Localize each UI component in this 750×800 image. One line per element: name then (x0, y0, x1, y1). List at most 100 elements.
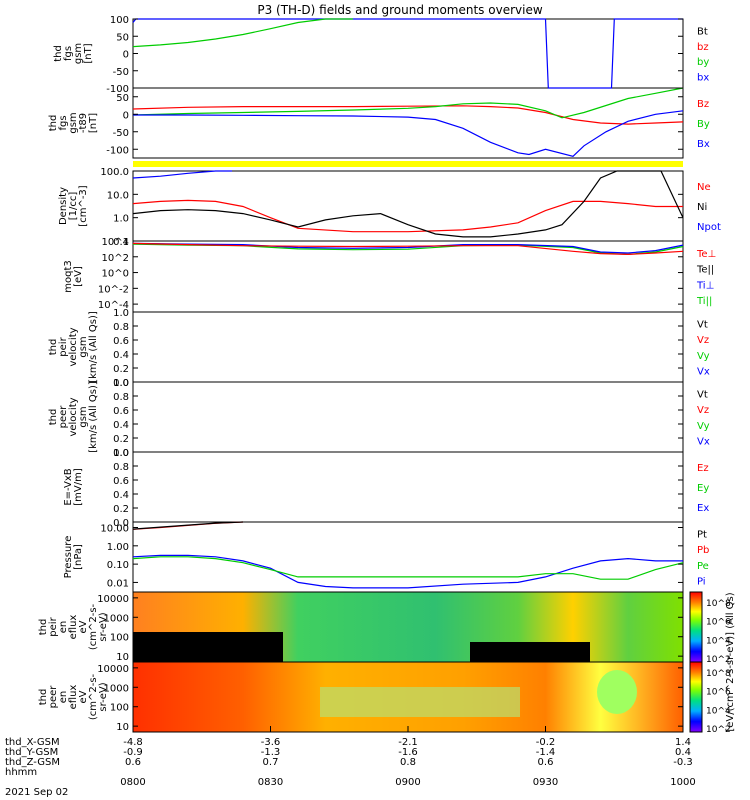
y-label-line: fgs (63, 46, 74, 61)
legend-entry: Ex (697, 503, 709, 514)
y-label-line: sr-eV) (98, 682, 109, 711)
y-tick-label: 100.0 (100, 167, 129, 178)
legend-entry: Ti⊥ (696, 280, 714, 291)
y-tick-label: 1.0 (113, 448, 129, 459)
colorbar-tick-label: 10^6 (706, 688, 731, 698)
ephemeris-value: -1.4 (536, 747, 556, 758)
y-tick-label: 10^4 (102, 237, 129, 248)
legend-entry: Vt (697, 320, 708, 331)
y-tick-label: 0.0 (113, 448, 129, 459)
ephemeris-row-label: thd_Z-GSM (5, 757, 60, 768)
y-tick-label: 10 (116, 722, 129, 733)
series-line-Pi (132, 554, 683, 589)
panel-frame-fgs_gsm (132, 18, 684, 89)
y-label-line: peer (48, 685, 59, 709)
x-tick-label: 0900 (395, 777, 420, 788)
electron-spectrogram-bright-region (597, 670, 637, 714)
legend-entry: Vt (697, 390, 708, 401)
legend-entry: Vx (697, 436, 710, 447)
y-tick-label: 1.0 (113, 378, 129, 389)
y-label-line: velocity (68, 327, 79, 366)
series-line-Bz (132, 105, 684, 125)
panel-y-label: Pressure[nPa] (63, 536, 84, 579)
y-label-line: [eV] (73, 266, 84, 287)
series-line-Bx (133, 110, 684, 157)
y-tick-label: 0.0 (113, 378, 129, 389)
y-tick-label: 1.00 (107, 542, 129, 553)
quality-flag-bar (133, 161, 683, 167)
y-tick-label: -50 (113, 67, 129, 78)
y-label-line: E=-VxB (63, 468, 74, 505)
legend-entry: Vx (697, 366, 710, 377)
series-line-By (132, 87, 684, 119)
y-tick-label: 100 (110, 703, 129, 714)
series-line-bx (132, 18, 683, 89)
legend-entry: Vz (697, 405, 709, 416)
x-tick-label: 0830 (258, 777, 283, 788)
series-layer (132, 18, 684, 589)
colorbar-tick-label: 10^4 (706, 636, 731, 646)
y-label-line: [km/s (All Qs)] (88, 311, 99, 383)
y-tick-label: 0.8 (113, 462, 129, 473)
y-tick-label: 10.00 (100, 524, 129, 535)
ephemeris-value: -0.3 (673, 757, 693, 768)
y-label-line: peer (58, 405, 69, 429)
legend-entry: Pe (697, 561, 709, 572)
y-tick-label: 0.6 (113, 336, 129, 347)
y-label-line: eflux (68, 685, 79, 710)
y-label-line: gsm (78, 406, 89, 427)
legend-entry: Pi (697, 576, 706, 587)
y-tick-label: 0.10 (107, 560, 129, 571)
ephemeris-row-label: hhmm (5, 767, 37, 778)
panel-frame-electron_velocity (132, 381, 684, 453)
panel-frame-fgs_gsm_igrf (132, 87, 684, 159)
y-label-line: [nT] (88, 113, 99, 133)
legend-entry: Ti|| (696, 296, 712, 307)
y-tick-label: -50 (113, 128, 129, 139)
y-label-line: gsm (78, 336, 89, 357)
y-tick-label: 0.2 (113, 504, 129, 515)
y-tick-label: 50 (116, 32, 129, 43)
y-label-line: eV (78, 690, 89, 703)
y-tick-label: 100 (110, 15, 129, 26)
y-label-line: [mV/m] (73, 468, 84, 506)
series-line-Npot (132, 170, 232, 179)
y-label-line: eflux (68, 615, 79, 640)
ion-spectrogram-dark-band (470, 642, 590, 662)
y-label-line: thd (48, 115, 59, 132)
panel-y-label: thdpeirvelocitygsm[km/s (All Qs)] (48, 311, 99, 383)
y-label-line: gsm (73, 43, 84, 64)
panel-frame-ion_velocity (132, 311, 684, 383)
panel-y-label: thdpeerenefluxeV(cm^2-s-sr-eV) (38, 673, 109, 720)
ephemeris-value: 0.8 (400, 757, 416, 768)
ephemeris-value: 0.6 (538, 757, 554, 768)
y-label-line: thd (38, 689, 49, 706)
ephemeris-value: -1.6 (398, 747, 418, 758)
legend-entry: bx (697, 73, 709, 84)
panels-layer (132, 18, 703, 733)
ephemeris-row-label: thd_X-GSM (5, 737, 60, 748)
y-tick-label: 1.0 (113, 308, 129, 319)
y-tick-label: 10 (116, 652, 129, 663)
y-label-line: thd (48, 409, 59, 426)
y-tick-label: 10.0 (107, 190, 129, 201)
y-label-line: thd (38, 619, 49, 636)
y-label-line: thd (48, 339, 59, 356)
series-line-Ne (132, 199, 683, 233)
colorbar-tick-label: 10^2 (706, 725, 731, 735)
y-label-line: [nPa] (73, 544, 84, 570)
colorbar-tick-label: 10^2 (706, 655, 731, 665)
y-label-line: thd (53, 45, 64, 62)
y-tick-label: 0.4 (113, 420, 129, 431)
x-tick-label: 1000 (670, 777, 695, 788)
y-tick-label: 1000 (104, 613, 129, 624)
ephemeris-value: 1.4 (675, 737, 691, 748)
y-label-line: velocity (68, 397, 79, 436)
legend-entry: Npot (697, 222, 721, 233)
panel-y-label: thdfgsgsm[nT] (53, 43, 94, 64)
y-tick-label: 10000 (97, 594, 129, 605)
panel-frame-density (132, 170, 684, 242)
y-label-line: -t89 (78, 113, 89, 133)
legend-entry: Te⊥ (696, 249, 716, 260)
